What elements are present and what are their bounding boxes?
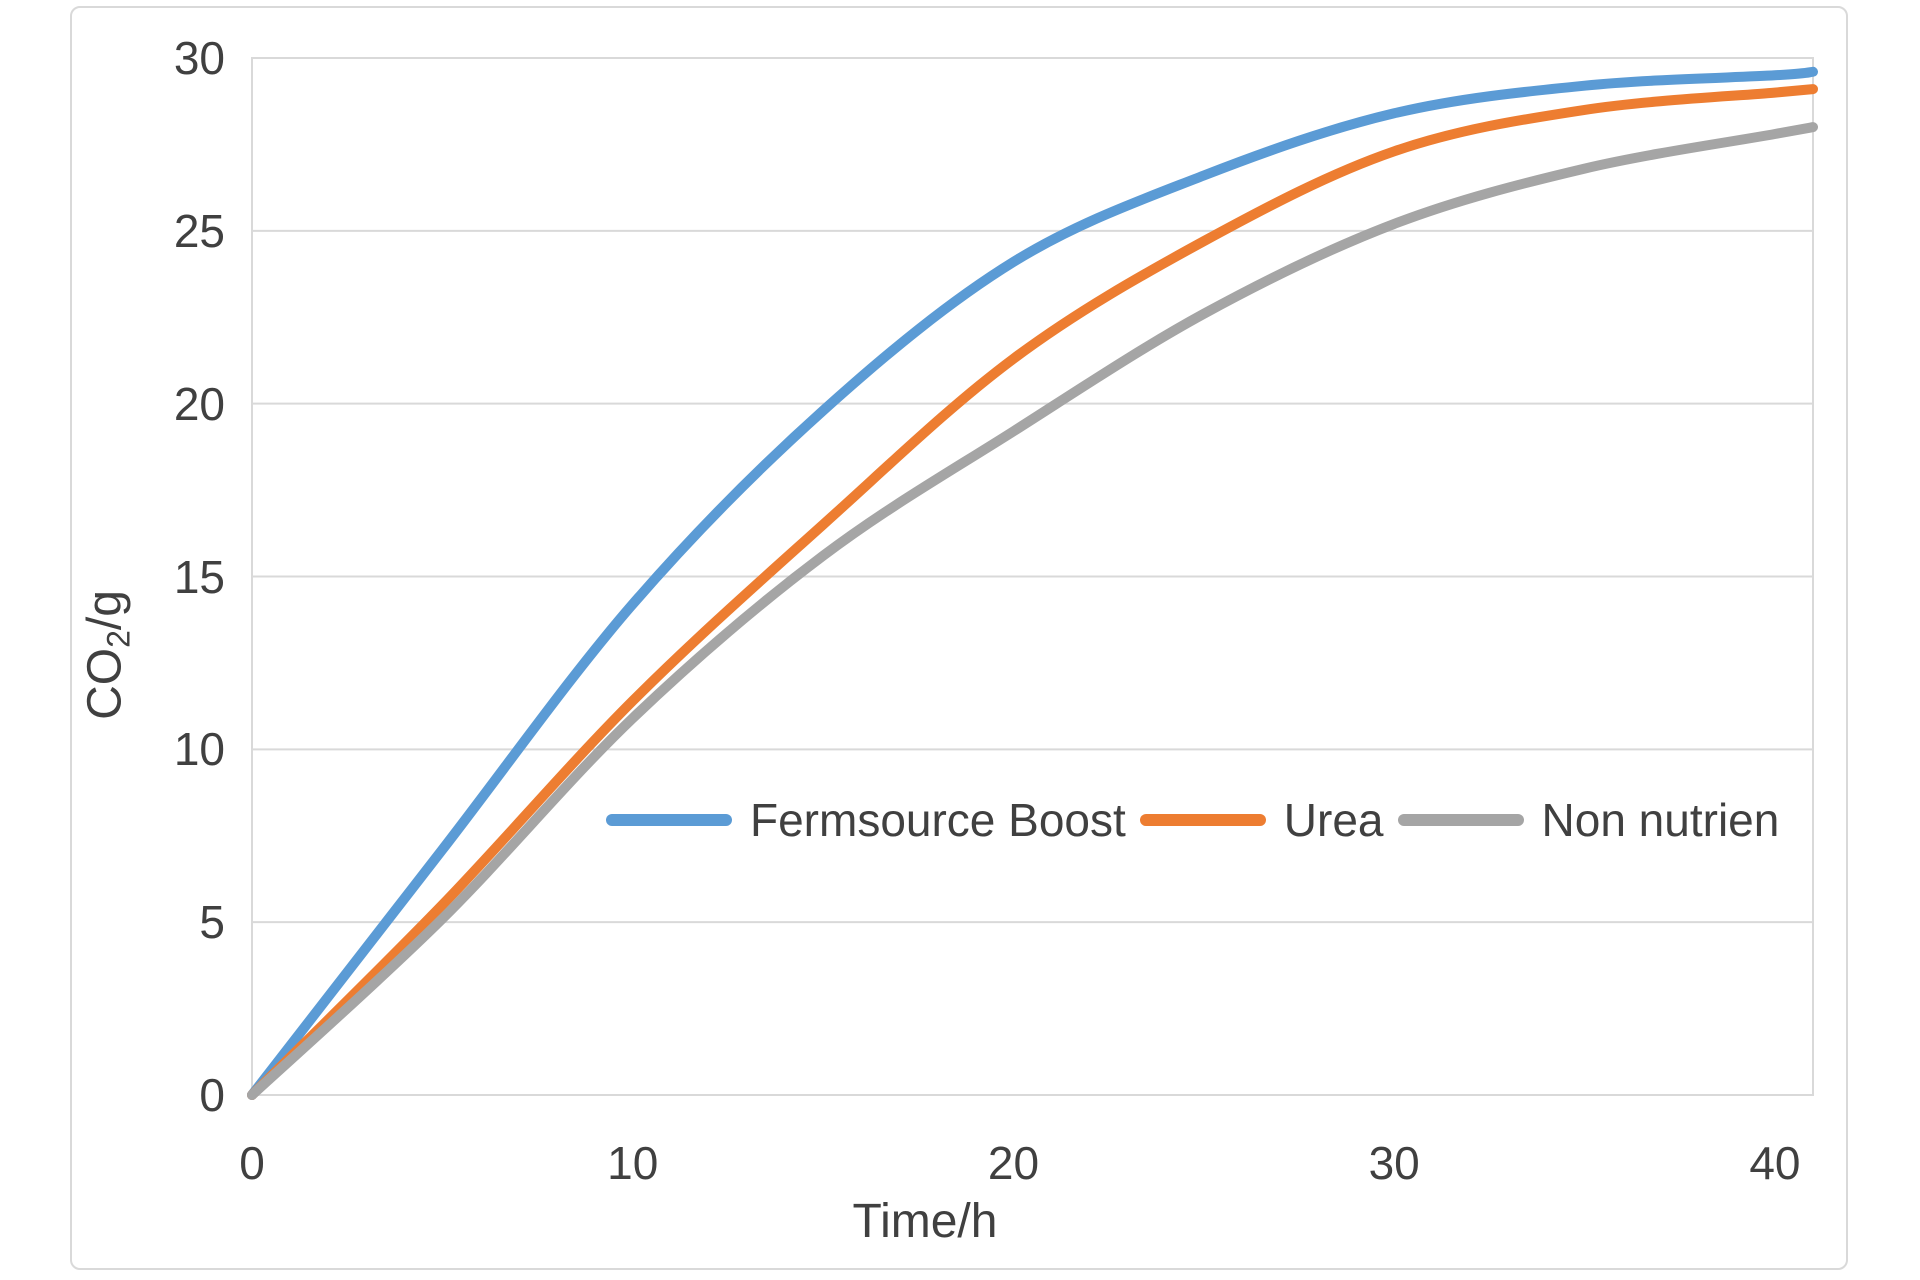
x-tick-label-0: 0 bbox=[239, 1137, 265, 1189]
y-axis-title-base: CO bbox=[78, 647, 132, 720]
y-tick-label-5: 5 bbox=[199, 896, 225, 949]
series-line-non-nutrien[interactable] bbox=[247, 122, 1818, 1100]
legend-label: Fermsource Boost bbox=[750, 794, 1126, 846]
x-tick-label-20: 20 bbox=[987, 1137, 1040, 1189]
x-tick-label-30: 30 bbox=[1368, 1137, 1420, 1189]
y-tick-label-30: 30 bbox=[173, 32, 225, 84]
plot-border bbox=[251, 57, 1814, 1096]
y-axis-title-subscript: 2 bbox=[100, 630, 137, 648]
y-tick-label-25: 25 bbox=[173, 204, 225, 257]
legend: Fermsource Boost Urea Non nutrien bbox=[606, 790, 1793, 850]
legend-item-non-nutrien[interactable]: Non nutrien bbox=[1397, 790, 1780, 850]
y-tick-label-15: 15 bbox=[173, 550, 225, 603]
x-axis-title: Time/h bbox=[852, 1195, 998, 1248]
series-line-fermsource-boost[interactable] bbox=[247, 66, 1818, 1100]
series-line-urea[interactable] bbox=[247, 84, 1818, 1100]
y-axis-title: CO2/g bbox=[76, 590, 149, 720]
legend-label: Non nutrien bbox=[1541, 794, 1780, 846]
legend-swatch-fermsource-boost bbox=[606, 814, 732, 826]
y-axis-title-rest: /g bbox=[78, 590, 132, 631]
y-tick-label-10: 10 bbox=[173, 723, 225, 776]
y-tick-label-0: 0 bbox=[199, 1069, 225, 1121]
legend-item-fermsource-boost[interactable]: Fermsource Boost bbox=[606, 790, 1126, 850]
x-tick-label-10: 10 bbox=[607, 1137, 659, 1189]
legend-swatch-urea bbox=[1139, 814, 1266, 826]
legend-item-urea[interactable]: Urea bbox=[1139, 790, 1384, 850]
y-tick-label-20: 20 bbox=[173, 377, 225, 430]
legend-label: Urea bbox=[1283, 794, 1384, 846]
chart-frame bbox=[70, 6, 1848, 1270]
legend-swatch-non-nutrien bbox=[1397, 814, 1524, 826]
x-tick-label-40: 40 bbox=[1749, 1137, 1801, 1189]
